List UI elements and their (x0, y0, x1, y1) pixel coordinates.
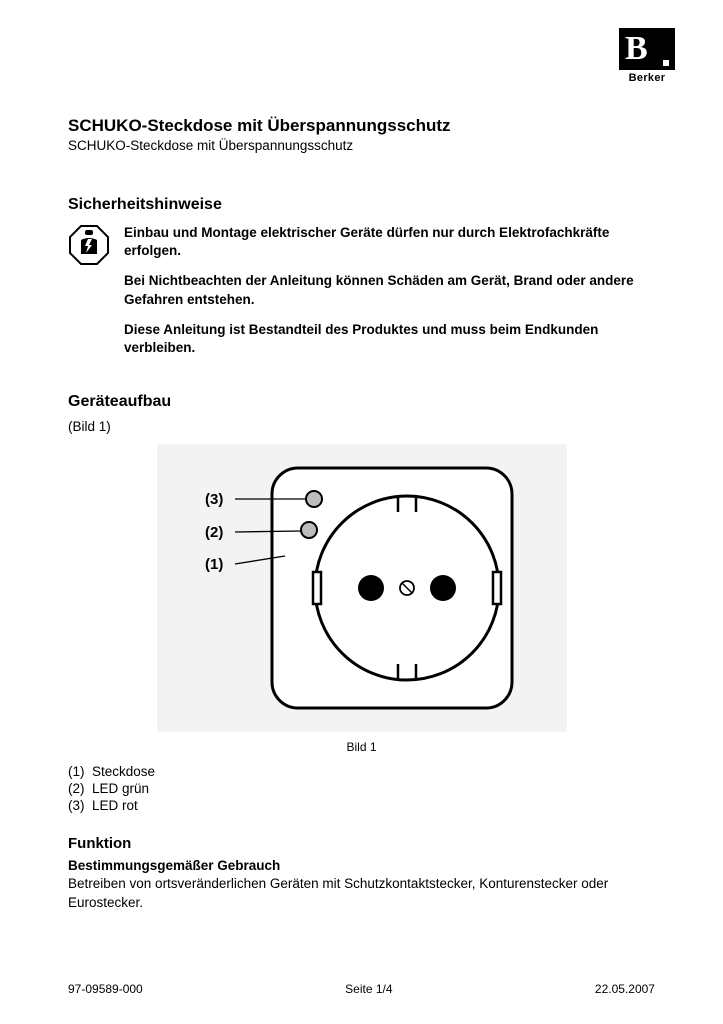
safety-icon (68, 224, 110, 266)
footer: 97-09589-000 Seite 1/4 22.05.2007 (68, 982, 655, 996)
legend-3-label: LED rot (92, 798, 138, 813)
legend-2-num: (2) (68, 781, 85, 796)
safety-para-3: Diese Anleitung ist Bestandteil des Prod… (124, 321, 655, 357)
safety-para-2: Bei Nichtbeachten der Anleitung können S… (124, 272, 655, 308)
figure-caption: Bild 1 (68, 740, 655, 754)
footer-page: Seite 1/4 (345, 982, 392, 996)
callout-1: (1) (205, 556, 223, 573)
footer-doc-id: 97-09589-000 (68, 982, 143, 996)
safety-para-1: Einbau und Montage elektrischer Geräte d… (124, 224, 655, 260)
legend-2-label: LED grün (92, 781, 149, 796)
brand-logo: B Berker (619, 28, 675, 84)
logo-box: B (619, 28, 675, 70)
brand-name: Berker (619, 72, 675, 84)
heading-safety: Sicherheitshinweise (68, 196, 655, 214)
callout-2: (2) (205, 524, 223, 541)
page-subtitle: SCHUKO-Steckdose mit Überspannungsschutz (68, 138, 655, 153)
callout-3: (3) (205, 491, 223, 508)
legend-3-num: (3) (68, 798, 85, 813)
logo-dot (663, 60, 669, 66)
page-title: SCHUKO-Steckdose mit Überspannungsschutz (68, 116, 655, 136)
function-sub: Bestimmungsgemäßer Gebrauch (68, 858, 655, 873)
function-body: Betreiben von ortsveränderlichen Geräten… (68, 875, 655, 911)
logo-letter: B (625, 32, 648, 66)
legend-1-label: Steckdose (92, 764, 155, 779)
legend-1-num: (1) (68, 764, 85, 779)
structure-intro: (Bild 1) (68, 419, 655, 434)
footer-date: 22.05.2007 (595, 982, 655, 996)
legend: (1) Steckdose (2) LED grün (3) LED rot (68, 764, 655, 813)
heading-structure: Geräteaufbau (68, 393, 655, 411)
heading-function: Funktion (68, 835, 655, 852)
figure-socket: (3) (2) (1) (157, 444, 567, 732)
